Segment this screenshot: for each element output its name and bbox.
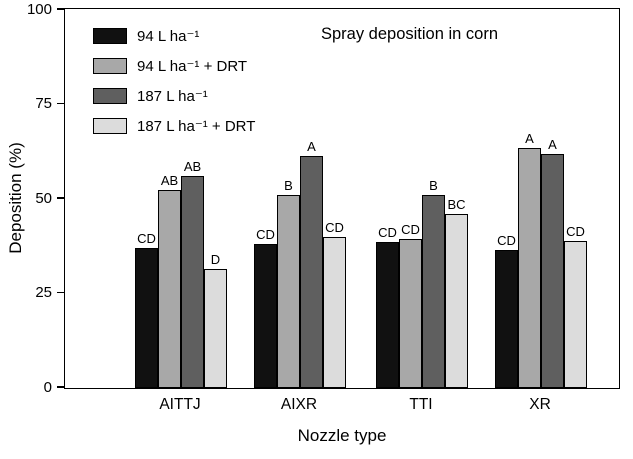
y-tick-mark bbox=[57, 8, 64, 10]
significance-letter: CD bbox=[378, 225, 397, 240]
bar-slot: CD bbox=[323, 221, 346, 388]
x-tick-label-tti: TTI bbox=[409, 396, 433, 413]
bar-slot: CD bbox=[564, 225, 587, 388]
significance-letter: A bbox=[525, 131, 534, 146]
y-tick-label-0: 0 bbox=[43, 378, 52, 396]
bar-slot: B bbox=[277, 179, 300, 388]
bar-xr-series1 bbox=[495, 250, 518, 388]
bar-group-aittj: CD AB AB D bbox=[135, 160, 227, 388]
bar-tti-series3 bbox=[422, 195, 445, 388]
bar-slot: CD bbox=[376, 226, 399, 388]
significance-letter: CD bbox=[497, 233, 516, 248]
y-tick-label-75: 75 bbox=[35, 95, 52, 112]
bar-slot: D bbox=[204, 253, 227, 388]
legend-swatch bbox=[93, 88, 127, 104]
bar-slot: CD bbox=[135, 232, 158, 388]
bar-tti-series1 bbox=[376, 242, 399, 388]
legend-label: 94 L ha⁻¹ bbox=[137, 28, 200, 45]
bar-xr-series2 bbox=[518, 148, 541, 388]
chart-title: Spray deposition in corn bbox=[321, 25, 499, 43]
legend: 94 L ha⁻¹ 94 L ha⁻¹ + DRT 187 L ha⁻¹ 187 L … bbox=[93, 21, 255, 141]
bar-aixr-series3 bbox=[300, 156, 323, 388]
x-tick-label-aittj: AITTJ bbox=[159, 396, 201, 413]
bar-slot: B bbox=[422, 179, 445, 388]
bar-slot: CD bbox=[495, 234, 518, 388]
bar-slot: CD bbox=[399, 223, 422, 388]
significance-letter: A bbox=[307, 139, 316, 154]
bar-aittj-series1 bbox=[135, 248, 158, 388]
bar-aixr-series2 bbox=[277, 195, 300, 388]
bar-aixr-series4 bbox=[323, 237, 346, 388]
y-tick-label-50: 50 bbox=[35, 189, 52, 207]
legend-label: 187 L ha⁻¹ + DRT bbox=[137, 118, 256, 135]
significance-letter: B bbox=[284, 178, 293, 193]
bar-group-xr: CD A A CD bbox=[495, 132, 587, 388]
bar-tti-series2 bbox=[399, 239, 422, 388]
legend-item-1: 94 L ha⁻¹ bbox=[93, 21, 255, 51]
bar-aittj-series3 bbox=[181, 176, 204, 388]
legend-label: 187 L ha⁻¹ bbox=[137, 88, 208, 105]
bar-group-tti: CD CD B BC bbox=[376, 179, 468, 388]
significance-letter: D bbox=[210, 252, 221, 267]
significance-letter: BC bbox=[447, 197, 466, 212]
significance-letter: CD bbox=[325, 220, 344, 235]
significance-letter: AB bbox=[183, 159, 202, 174]
bar-group-aixr: CD B A CD bbox=[254, 140, 346, 388]
bar-slot: A bbox=[518, 132, 541, 388]
legend-swatch bbox=[93, 58, 127, 74]
bar-xr-series4 bbox=[564, 241, 587, 388]
legend-swatch bbox=[93, 118, 127, 134]
plot-area: 94 L ha⁻¹ 94 L ha⁻¹ + DRT 187 L ha⁻¹ 187 L … bbox=[64, 8, 620, 389]
significance-letter: A bbox=[548, 137, 557, 152]
significance-letter: CD bbox=[137, 231, 156, 246]
bar-slot: CD bbox=[254, 228, 277, 388]
significance-letter: AB bbox=[160, 173, 179, 188]
bar-slot: AB bbox=[158, 174, 181, 388]
bar-tti-series4 bbox=[445, 214, 468, 388]
legend-item-2: 94 L ha⁻¹ + DRT bbox=[93, 51, 255, 81]
bar-slot: A bbox=[541, 138, 564, 388]
significance-letter: CD bbox=[401, 222, 420, 237]
bar-slot: AB bbox=[181, 160, 204, 388]
bar-xr-series3 bbox=[541, 154, 564, 388]
bar-aittj-series4 bbox=[204, 269, 227, 388]
x-tick-label-xr: XR bbox=[529, 396, 551, 413]
significance-letter: CD bbox=[256, 227, 275, 242]
legend-item-3: 187 L ha⁻¹ bbox=[93, 81, 255, 111]
y-tick-label-25: 25 bbox=[35, 284, 52, 301]
significance-letter: B bbox=[429, 178, 438, 193]
bar-aixr-series1 bbox=[254, 244, 277, 388]
x-axis-label: Nozzle type bbox=[297, 426, 387, 445]
y-tick-mark bbox=[57, 197, 64, 199]
bar-slot: A bbox=[300, 140, 323, 388]
bar-aittj-series2 bbox=[158, 190, 181, 388]
y-tick-mark bbox=[57, 386, 64, 388]
significance-letter: CD bbox=[566, 224, 585, 239]
y-tick-label-100: 100 bbox=[26, 0, 52, 18]
y-tick-mark bbox=[57, 291, 64, 294]
legend-label: 94 L ha⁻¹ + DRT bbox=[137, 58, 248, 75]
y-tick-mark bbox=[57, 102, 64, 105]
bar-slot: BC bbox=[445, 198, 468, 388]
x-tick-label-aixr: AIXR bbox=[280, 396, 318, 413]
legend-swatch bbox=[93, 28, 127, 44]
legend-item-4: 187 L ha⁻¹ + DRT bbox=[93, 111, 255, 141]
